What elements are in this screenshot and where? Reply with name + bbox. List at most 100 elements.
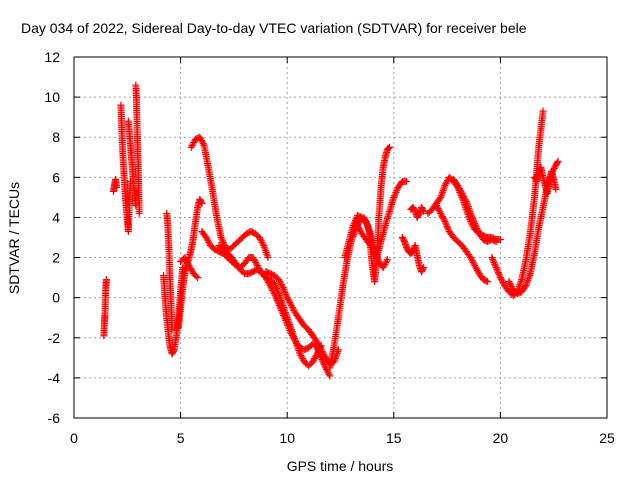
data-point <box>285 325 293 333</box>
data-point <box>491 260 499 268</box>
data-point <box>443 178 451 186</box>
data-point <box>273 295 281 303</box>
series-arc-18.5h <box>449 175 500 246</box>
x-tick-label: 20 <box>493 430 509 446</box>
data-point <box>285 323 293 331</box>
data-point <box>267 283 275 291</box>
data-point <box>252 260 260 268</box>
data-point <box>489 257 497 265</box>
data-point <box>181 254 189 262</box>
data-point <box>272 293 280 301</box>
data-point <box>187 143 195 151</box>
data-point <box>186 263 194 271</box>
data-point <box>438 211 446 219</box>
data-point <box>516 281 524 289</box>
series-arc-20.0h <box>488 107 547 300</box>
data-point <box>196 133 204 141</box>
data-point <box>258 238 266 246</box>
data-point <box>469 214 477 222</box>
data-point <box>364 223 372 231</box>
data-point <box>299 355 307 363</box>
data-point <box>270 288 278 296</box>
data-point <box>498 277 506 285</box>
data-point <box>322 365 330 373</box>
series-arc-6.8h <box>215 242 334 380</box>
data-point <box>199 140 207 148</box>
data-point <box>467 211 475 219</box>
data-point <box>317 346 325 354</box>
data-point <box>319 349 327 357</box>
data-point <box>275 301 283 309</box>
data-point <box>553 159 561 167</box>
data-point <box>440 183 448 191</box>
data-point <box>470 260 478 268</box>
data-point <box>380 262 388 270</box>
data-point <box>457 188 465 196</box>
data-point <box>204 237 212 245</box>
data-point <box>495 270 503 278</box>
data-point <box>494 269 502 277</box>
data-point <box>455 185 463 193</box>
data-point <box>554 157 562 165</box>
data-point <box>275 276 283 284</box>
data-point <box>316 344 324 352</box>
data-point <box>324 369 332 377</box>
data-point <box>280 285 288 293</box>
data-point <box>278 282 286 290</box>
data-point <box>494 267 502 275</box>
data-point <box>310 356 318 364</box>
data-point <box>466 208 474 216</box>
data-point <box>188 266 196 274</box>
data-point <box>523 280 531 288</box>
data-point <box>472 223 480 231</box>
y-tick-label: 6 <box>52 169 60 185</box>
data-point <box>524 275 532 283</box>
data-point <box>391 192 399 200</box>
data-point <box>505 278 513 286</box>
x-tick-label: 0 <box>70 430 78 446</box>
data-point <box>288 303 296 311</box>
data-point <box>261 245 269 253</box>
data-point <box>473 224 481 232</box>
data-point <box>420 264 428 272</box>
data-point <box>473 265 481 273</box>
data-point <box>420 207 428 215</box>
data-point <box>465 204 473 212</box>
data-point <box>455 183 463 191</box>
data-point <box>257 237 265 245</box>
data-point <box>443 222 451 230</box>
data-point <box>282 292 290 300</box>
data-markers <box>100 81 562 380</box>
data-point <box>454 181 462 189</box>
data-point <box>263 252 271 260</box>
data-point <box>273 296 281 304</box>
data-point <box>185 262 193 270</box>
axis-tick-labels: 0 5 10 15 20 25 -6 -4 -2 0 2 4 6 8 10 12 <box>44 49 615 446</box>
data-point <box>197 198 205 206</box>
data-point <box>202 234 210 241</box>
data-point <box>280 313 288 321</box>
data-point <box>437 209 445 217</box>
data-point <box>297 351 305 359</box>
series-arc-13.5h <box>354 143 394 286</box>
x-axis-title: GPS time / hours <box>287 458 394 474</box>
data-point <box>496 236 504 244</box>
data-point <box>551 163 559 171</box>
data-point <box>497 275 505 283</box>
data-point <box>264 278 272 286</box>
plot-frame <box>73 56 608 419</box>
data-point <box>552 185 560 193</box>
data-point <box>189 140 197 148</box>
data-point <box>320 361 328 369</box>
series-arc-17.3h <box>432 201 492 286</box>
data-point <box>384 144 392 152</box>
data-point <box>499 278 507 286</box>
data-point <box>461 194 469 202</box>
y-tick-label: 12 <box>44 49 60 65</box>
chart-title: Day 034 of 2022, Sidereal Day-to-day VTE… <box>21 20 527 36</box>
data-point <box>366 228 374 236</box>
data-point <box>436 208 444 216</box>
data-point <box>526 271 534 279</box>
data-point <box>506 279 514 287</box>
data-point <box>381 260 389 268</box>
